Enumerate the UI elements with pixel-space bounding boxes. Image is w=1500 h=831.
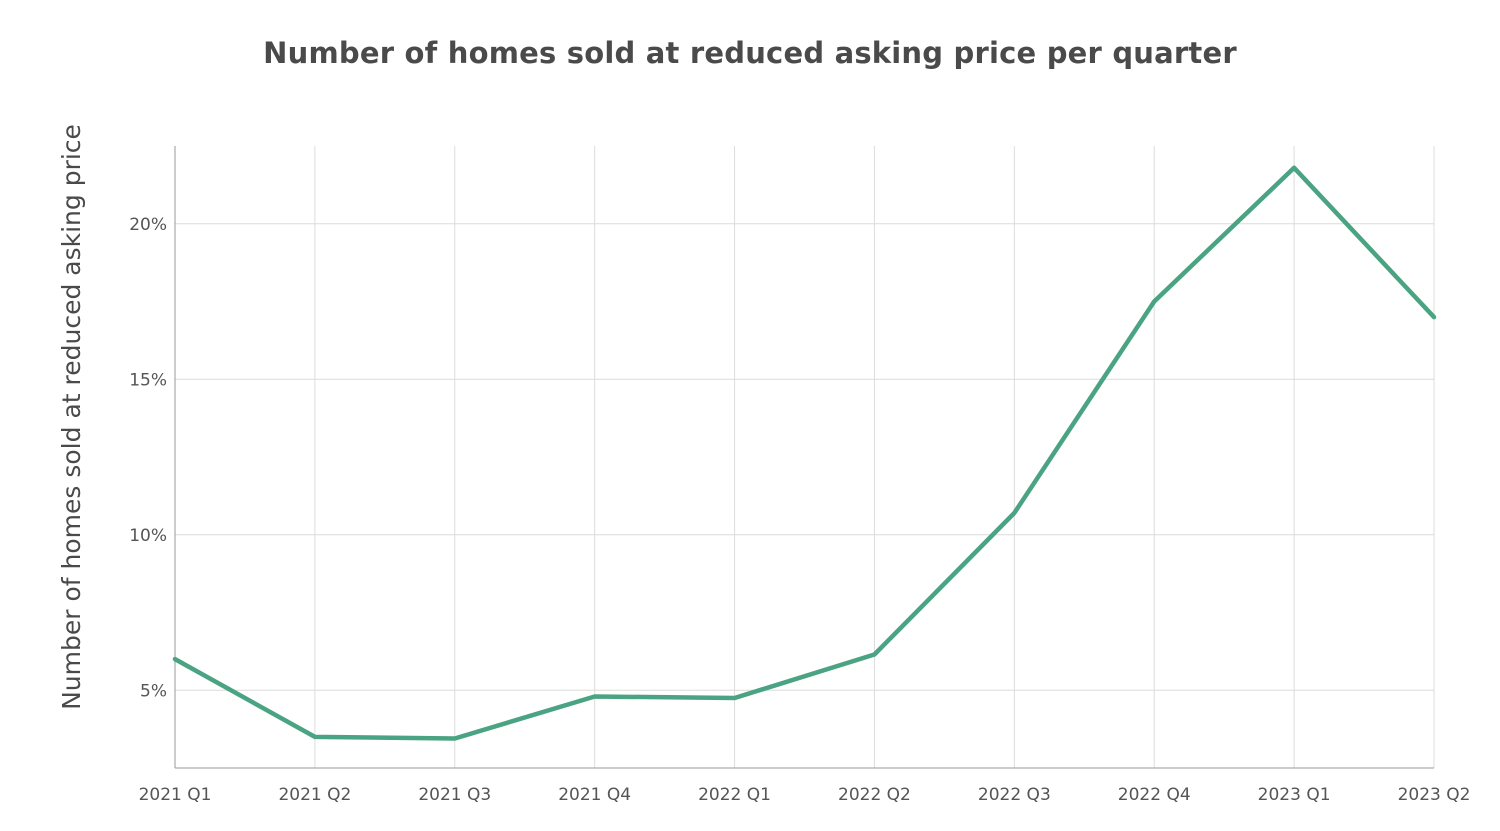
y-axis-label: Number of homes sold at reduced asking p… [57,124,86,710]
y-tick-labels: 5% 10% 15% 20% [129,215,167,702]
y-tick-label: 5% [140,681,167,701]
x-tick-label: 2021 Q4 [558,785,631,805]
x-tick-label: 2022 Q2 [838,785,911,805]
x-tick-label: 2023 Q1 [1258,785,1331,805]
series-line [172,165,1437,741]
axes [174,146,1434,769]
x-tick-label: 2021 Q3 [418,785,491,805]
x-tick-label: 2022 Q4 [1118,785,1191,805]
x-tick-label: 2021 Q1 [139,785,212,805]
x-tick-label: 2023 Q2 [1398,785,1471,805]
y-tick-label: 20% [129,215,167,235]
chart-title: Number of homes sold at reduced asking p… [263,36,1237,70]
y-tick-label: 10% [129,526,167,546]
x-tick-labels: 2021 Q1 2021 Q2 2021 Q3 2021 Q4 2022 Q1 2022 … [139,785,1471,805]
series-lines [172,165,1437,741]
y-tick-label: 15% [129,370,167,390]
x-tick-label: 2022 Q3 [978,785,1051,805]
x-tick-label: 2022 Q1 [698,785,771,805]
grid-lines [175,146,1435,768]
x-tick-label: 2021 Q2 [278,785,351,805]
